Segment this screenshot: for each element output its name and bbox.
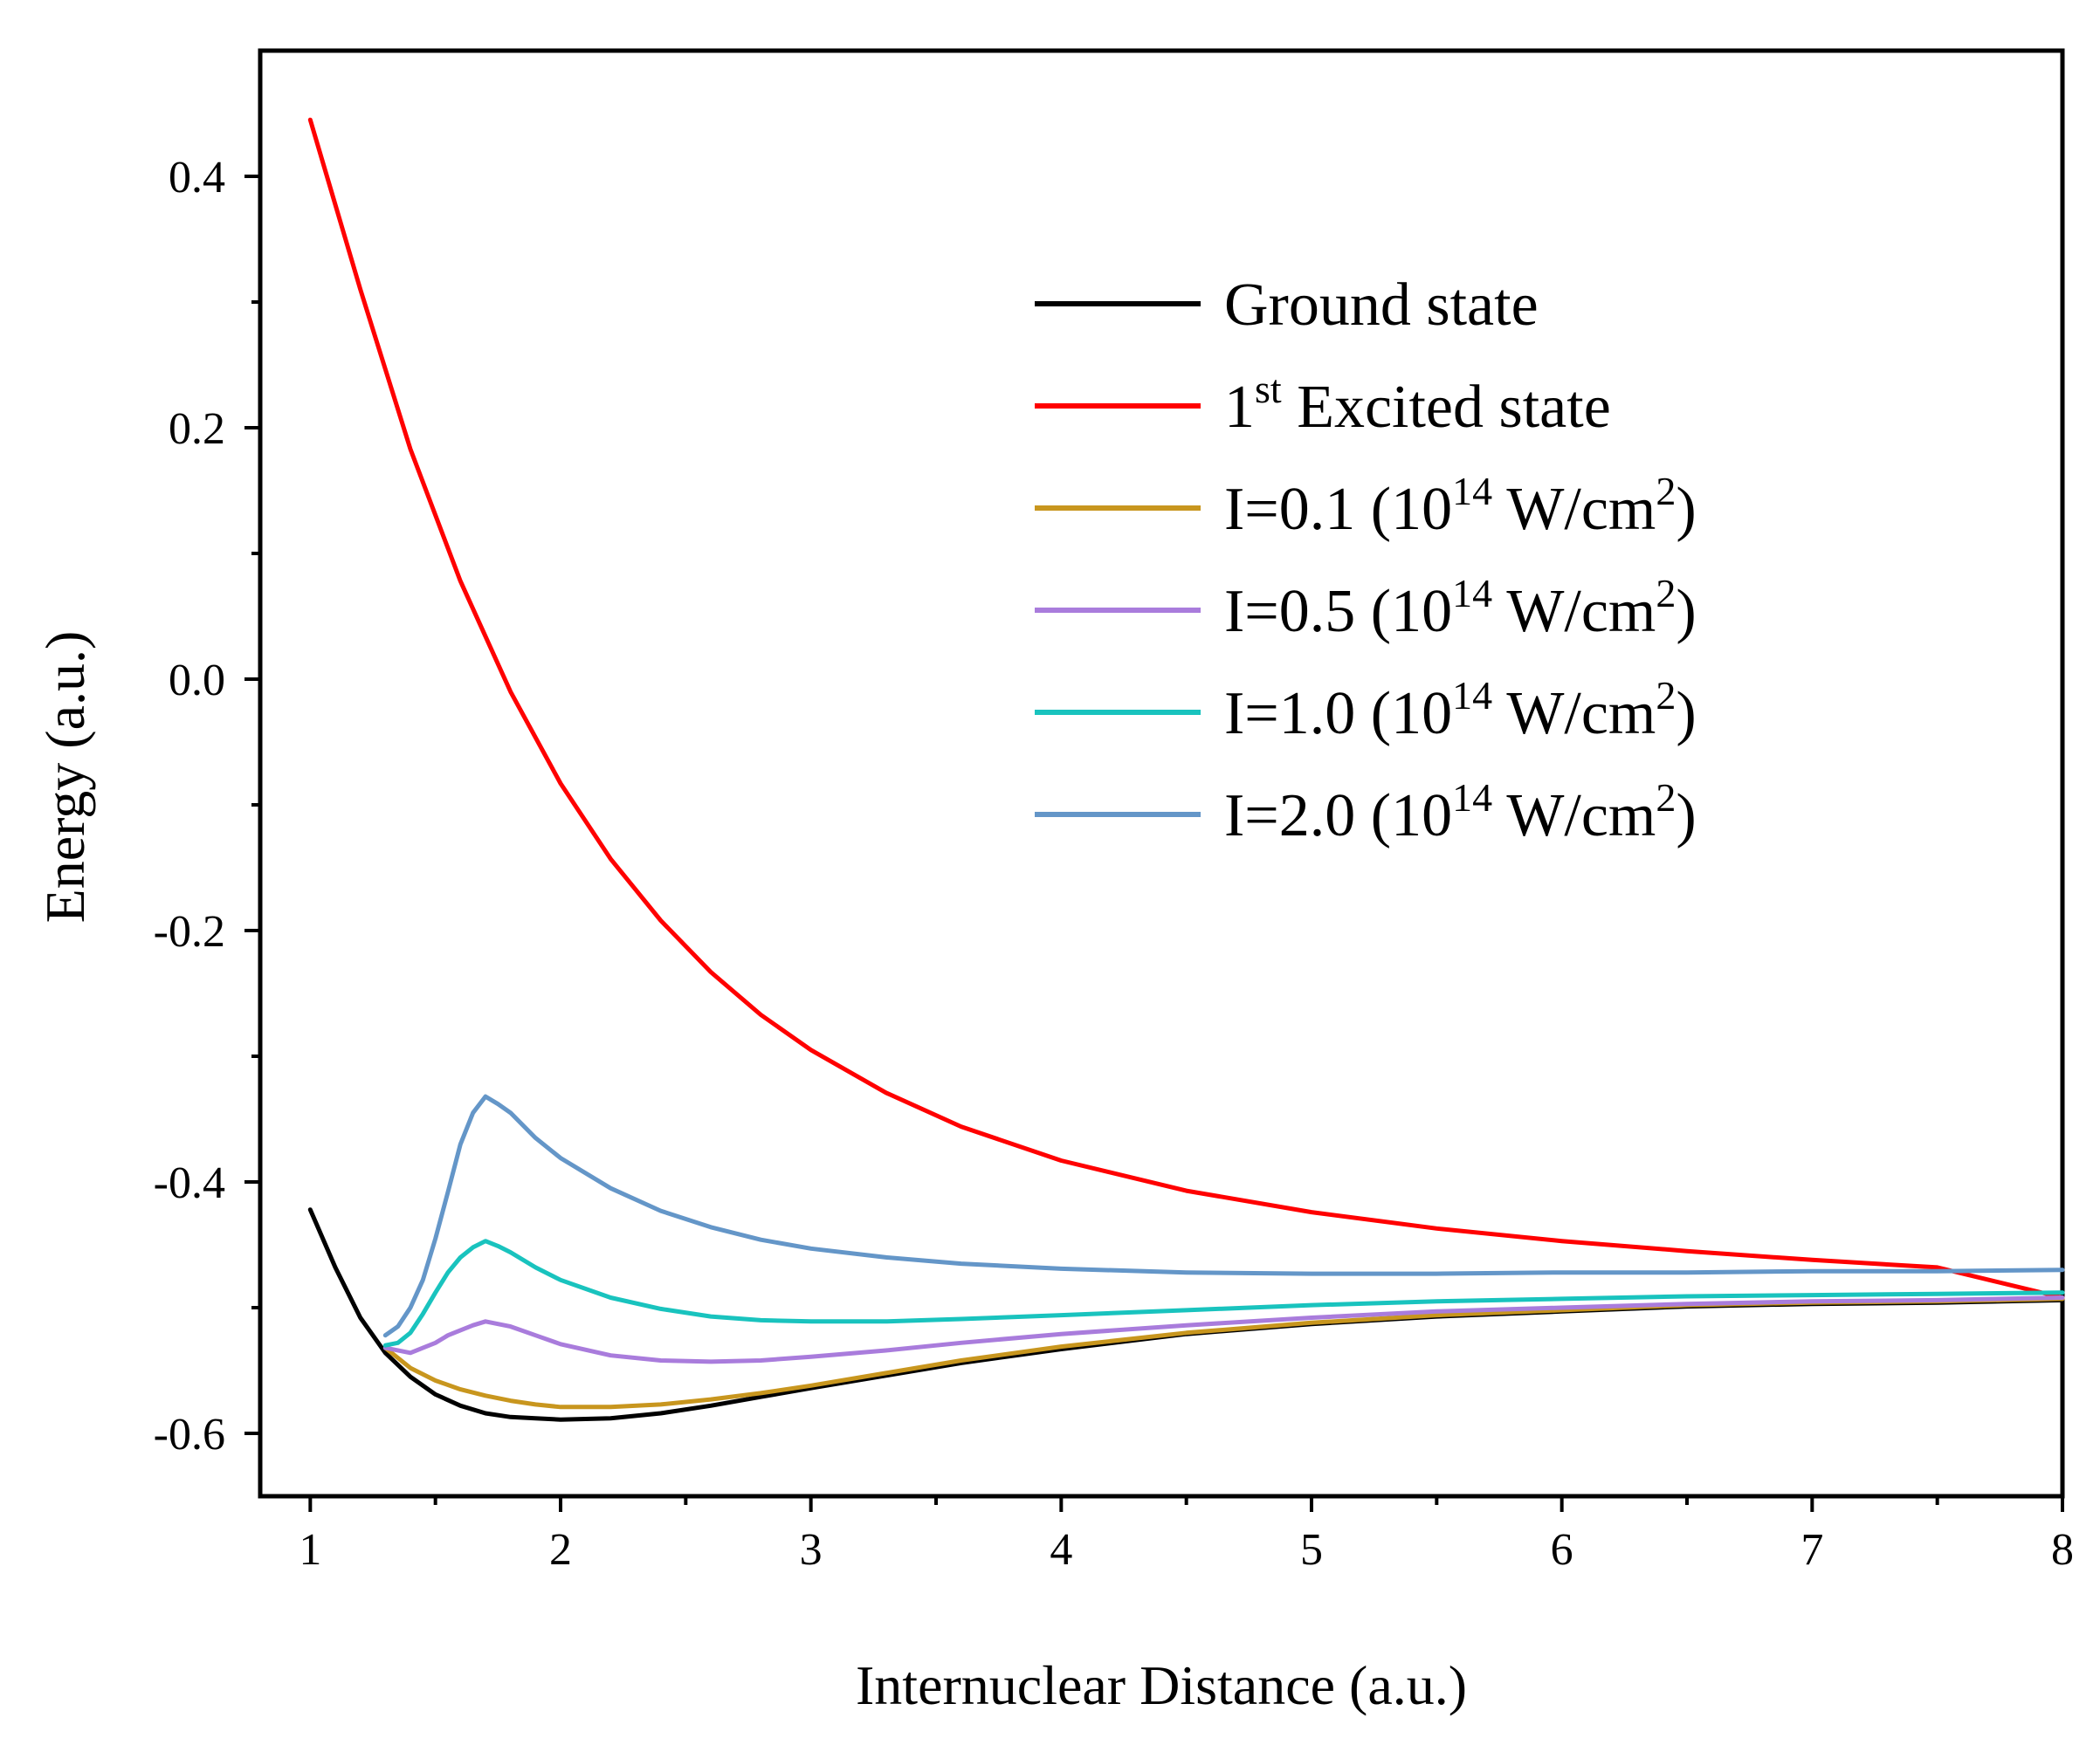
series-line-3 <box>382 1296 2065 1410</box>
y-tick-label: 0.0 <box>169 656 225 705</box>
x-tick-label: 4 <box>1050 1525 1072 1575</box>
series-lines <box>307 117 2065 1422</box>
x-axis: 1 2 3 4 5 6 7 8 <box>299 1496 2074 1575</box>
y-axis-title: Energy (a.u.) <box>34 631 96 924</box>
plot-frame <box>258 48 2065 1499</box>
y-tick-label: -0.6 <box>154 1410 225 1460</box>
legend-label-1: Ground state <box>1224 271 1539 339</box>
y-tick-label: 0.2 <box>169 404 225 454</box>
series-line-6 <box>382 1094 2065 1338</box>
series-line-1 <box>307 1207 2065 1422</box>
x-tick-label: 2 <box>549 1525 572 1575</box>
x-tick-label: 7 <box>1800 1525 1823 1575</box>
legend: Ground state 1st Excited state I=0.1 (1014… <box>1035 271 1697 849</box>
series-line-2 <box>307 117 2065 1300</box>
series-line-5 <box>382 1239 2065 1348</box>
y-tick-label: 0.4 <box>169 153 225 203</box>
legend-label-2: 1st Excited state <box>1224 367 1611 441</box>
x-tick-label: 3 <box>800 1525 823 1575</box>
plot-border <box>258 48 2065 1499</box>
x-tick-label: 6 <box>1551 1525 1573 1575</box>
series-line-4 <box>382 1295 2065 1364</box>
y-axis: -0.6 -0.4 -0.2 0.0 0.2 0.4 <box>154 153 260 1460</box>
x-tick-label: 5 <box>1300 1525 1323 1575</box>
legend-label-5: I=1.0 (1014 W/cm2) <box>1224 673 1697 747</box>
legend-label-3: I=0.1 (1014 W/cm2) <box>1224 469 1697 543</box>
legend-label-4: I=0.5 (1014 W/cm2) <box>1224 571 1697 645</box>
x-axis-title: Internuclear Distance (a.u.) <box>856 1654 1467 1716</box>
y-tick-label: -0.2 <box>154 907 225 957</box>
x-tick-label: 8 <box>2051 1525 2074 1575</box>
legend-label-6: I=2.0 (1014 W/cm2) <box>1224 775 1697 849</box>
x-tick-label: 1 <box>299 1525 321 1575</box>
y-tick-label: -0.4 <box>154 1158 225 1208</box>
